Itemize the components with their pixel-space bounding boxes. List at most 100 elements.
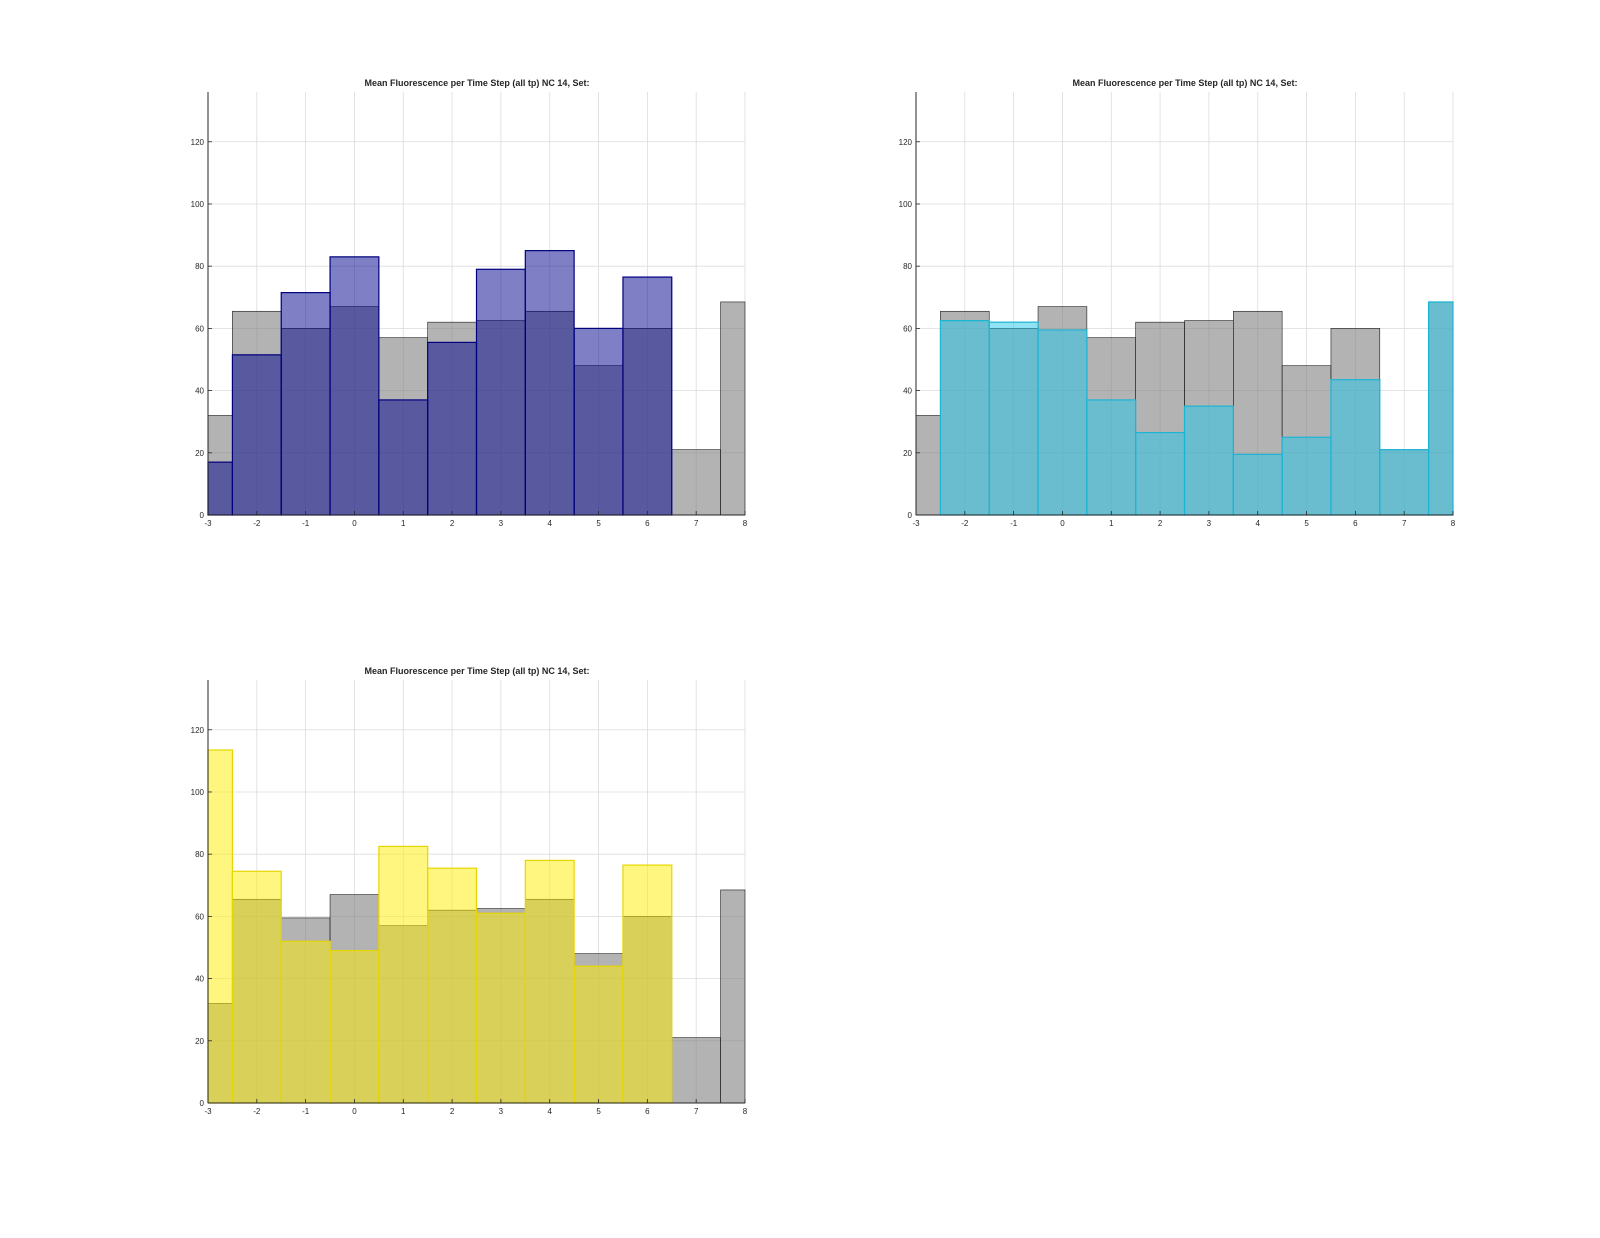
- x-tick-label: 4: [1256, 519, 1261, 528]
- x-tick-label: 7: [694, 519, 699, 528]
- x-tick-label: 3: [499, 519, 504, 528]
- x-tick-label: 8: [743, 1107, 748, 1116]
- x-tick-label: 2: [1158, 519, 1163, 528]
- y-tick-label: 20: [195, 1037, 204, 1046]
- y-tick-label: 20: [903, 449, 912, 458]
- y-tick-label: 40: [195, 975, 204, 984]
- bar: [475, 268, 526, 516]
- bar: [1281, 436, 1332, 516]
- bar: [231, 354, 282, 516]
- x-tick-label: 8: [743, 519, 748, 528]
- chart-title: Mean Fluorescence per Time Step (all tp)…: [365, 78, 590, 88]
- bar: [378, 399, 429, 516]
- x-tick-label: -3: [912, 519, 920, 528]
- x-tick-label: 1: [1109, 519, 1114, 528]
- x-tick-label: 0: [352, 1107, 357, 1116]
- x-tick-label: 2: [450, 1107, 455, 1116]
- bar: [1037, 329, 1088, 516]
- x-tick-label: 4: [548, 519, 553, 528]
- bar: [622, 864, 673, 1104]
- bar: [1135, 431, 1186, 516]
- x-tick-labels: -3 -2 -1 0 1 2 3 4 5 6 7 8: [912, 511, 1456, 528]
- x-tick-label: 6: [645, 1107, 650, 1116]
- bar: [475, 912, 526, 1104]
- y-tick-label: 80: [903, 262, 912, 271]
- y-tick-label: 120: [191, 726, 205, 735]
- x-tick-labels: -3 -2 -1 0 1 2 3 4 5 6 7 8: [204, 511, 748, 528]
- bar: [1379, 449, 1430, 516]
- bar: [207, 461, 234, 516]
- bar: [671, 1037, 721, 1104]
- x-tick-label: 3: [499, 1107, 504, 1116]
- bar: [329, 949, 380, 1104]
- bar: [622, 276, 673, 516]
- x-tick-label: -2: [961, 519, 969, 528]
- y-tick-label: 100: [899, 200, 913, 209]
- y-tick-labels: 0 20 40 60 80 100 120: [191, 138, 212, 520]
- y-tick-label: 60: [195, 324, 204, 333]
- bar: [280, 940, 331, 1104]
- y-tick-labels: 0 20 40 60 80 100 120: [899, 138, 920, 520]
- x-tick-label: -2: [253, 519, 261, 528]
- bar-series-2: [207, 250, 673, 516]
- x-tick-labels: -3 -2 -1 0 1 2 3 4 5 6 7 8: [204, 1099, 748, 1116]
- x-tick-label: 0: [352, 519, 357, 528]
- x-tick-label: 7: [694, 1107, 699, 1116]
- x-tick-label: 7: [1402, 519, 1407, 528]
- x-tick-label: 6: [645, 519, 650, 528]
- bar: [280, 292, 331, 516]
- y-tick-label: 80: [195, 262, 204, 271]
- bar: [1330, 379, 1381, 516]
- bar: [231, 870, 282, 1104]
- chart-title: Mean Fluorescence per Time Step (all tp)…: [365, 666, 590, 676]
- x-tick-label: 3: [1207, 519, 1212, 528]
- bar: [329, 256, 380, 516]
- bar: [1183, 405, 1234, 516]
- y-tick-label: 60: [903, 324, 912, 333]
- x-tick-label: 5: [1304, 519, 1309, 528]
- bar: [524, 859, 575, 1104]
- x-tick-label: -2: [253, 1107, 261, 1116]
- x-tick-label: 2: [450, 519, 455, 528]
- y-tick-label: 40: [903, 387, 912, 396]
- x-tick-label: 5: [596, 519, 601, 528]
- bar: [988, 321, 1039, 516]
- bar: [1427, 301, 1454, 516]
- bar: [671, 449, 721, 516]
- bar: [427, 867, 478, 1104]
- x-tick-label: 1: [401, 1107, 406, 1116]
- y-tick-label: 0: [200, 1099, 205, 1108]
- y-tick-label: 60: [195, 912, 204, 921]
- x-tick-label: -1: [302, 519, 310, 528]
- x-tick-label: 6: [1353, 519, 1358, 528]
- x-tick-label: 0: [1060, 519, 1065, 528]
- y-tick-label: 0: [908, 511, 913, 520]
- bar: [939, 320, 990, 516]
- y-tick-label: 40: [195, 387, 204, 396]
- y-tick-label: 120: [899, 138, 913, 147]
- y-tick-label: 0: [200, 511, 205, 520]
- y-tick-label: 120: [191, 138, 205, 147]
- y-tick-label: 20: [195, 449, 204, 458]
- x-tick-label: 1: [401, 519, 406, 528]
- bar: [207, 749, 234, 1104]
- bar: [720, 889, 746, 1104]
- bar: [915, 415, 941, 516]
- x-tick-label: -3: [204, 519, 212, 528]
- bar-series-2: [207, 749, 673, 1104]
- bar: [378, 845, 429, 1104]
- x-tick-label: 5: [596, 1107, 601, 1116]
- bar: [1086, 399, 1137, 516]
- bar: [573, 327, 624, 516]
- y-tick-label: 100: [191, 200, 205, 209]
- bar: [1232, 453, 1283, 516]
- chart-title: Mean Fluorescence per Time Step (all tp)…: [1073, 78, 1298, 88]
- bar: [427, 341, 478, 516]
- y-tick-label: 100: [191, 788, 205, 797]
- x-tick-label: 8: [1451, 519, 1456, 528]
- x-tick-label: -1: [302, 1107, 310, 1116]
